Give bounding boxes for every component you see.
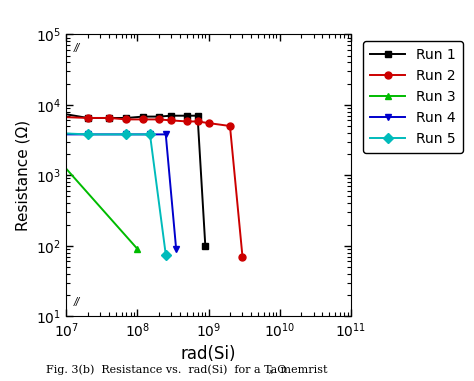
Run 5 [48, 131, 54, 135]
Line: Run 3: Run 3 [47, 148, 141, 253]
Run 2 [106, 116, 112, 120]
Line: Run 5: Run 5 [47, 130, 169, 258]
Run 2 [85, 116, 91, 120]
Text: memrist: memrist [277, 365, 328, 375]
Legend: Run 1, Run 2, Run 3, Run 4, Run 5: Run 1, Run 2, Run 3, Run 4, Run 5 [364, 41, 463, 153]
Text: Fig. 3(b)  Resistance vs.  rad(Si)  for a TaO: Fig. 3(b) Resistance vs. rad(Si) for a T… [46, 365, 286, 375]
Run 2 [227, 124, 233, 128]
Line: Run 2: Run 2 [47, 113, 246, 260]
Run 1 [124, 116, 129, 120]
Run 1 [85, 116, 91, 120]
Run 4 [147, 132, 153, 137]
Run 1 [184, 114, 190, 118]
Line: Run 1: Run 1 [47, 108, 209, 249]
Text: $\mathregular{_{/\!/}}$: $\mathregular{_{/\!/}}$ [73, 295, 82, 309]
Run 5 [147, 132, 153, 137]
Run 2 [206, 121, 211, 125]
X-axis label: rad(Si): rad(Si) [181, 345, 237, 363]
Line: Run 4: Run 4 [47, 131, 180, 253]
Run 5 [163, 252, 169, 257]
Run 1 [169, 114, 174, 118]
Run 4 [173, 247, 179, 251]
Run 2 [169, 118, 174, 123]
Run 3 [48, 149, 54, 154]
Run 4 [85, 132, 91, 137]
Run 5 [85, 132, 91, 137]
Run 1 [202, 243, 208, 248]
Run 2 [240, 255, 246, 259]
Run 5 [124, 132, 129, 137]
Y-axis label: Resistance (Ω): Resistance (Ω) [16, 120, 31, 231]
Run 2 [140, 117, 146, 122]
Run 4 [48, 132, 54, 137]
Text: $_x$: $_x$ [268, 368, 274, 377]
Run 1 [195, 114, 201, 118]
Run 2 [156, 117, 162, 122]
Run 1 [106, 116, 112, 120]
Run 2 [124, 117, 129, 122]
Run 1 [140, 114, 146, 119]
Run 1 [48, 109, 54, 114]
Run 2 [184, 119, 190, 124]
Text: Pre-rad/Reset: Pre-rad/Reset [0, 380, 1, 381]
Run 4 [163, 132, 169, 137]
Run 2 [195, 119, 201, 124]
Run 3 [135, 247, 140, 251]
Run 4 [124, 132, 129, 137]
Run 2 [48, 114, 54, 119]
Run 1 [156, 114, 162, 119]
Text: $\mathregular{_{/\!/}}$: $\mathregular{_{/\!/}}$ [73, 41, 82, 55]
